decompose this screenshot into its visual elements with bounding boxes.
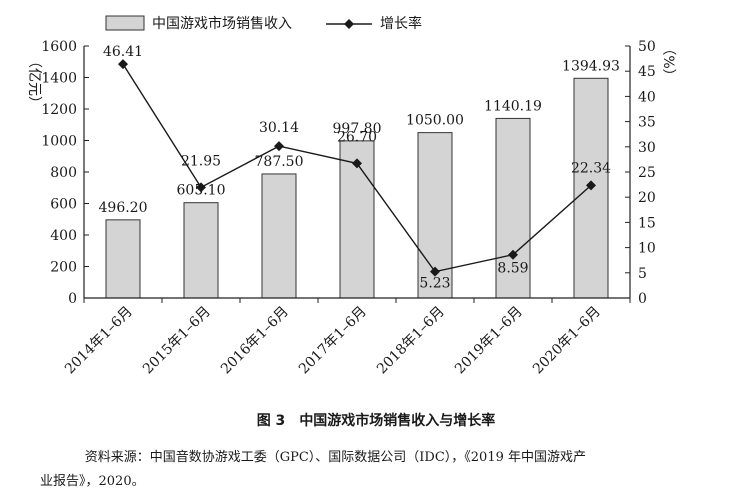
line-label-3: 30.14 <box>259 120 299 136</box>
x-tick-label-3: 2016年1–6月 <box>218 304 292 378</box>
bar-2 <box>183 202 219 299</box>
y2-tick-label-25: 25 <box>638 165 656 181</box>
y-tick-label-400: 400 <box>50 228 77 244</box>
y2-tick-label-20: 20 <box>638 190 656 206</box>
line-label-4: 26.70 <box>337 129 377 145</box>
bar-label-6: 1140.19 <box>484 98 542 114</box>
y-axis-label: （亿元） <box>26 54 42 110</box>
y-tick-label-1000: 1000 <box>41 134 77 150</box>
x-tick-label-1: 2014年1–6月 <box>62 304 136 378</box>
source-note-line-2: 业报告》，2020。 <box>40 474 145 489</box>
chart: 0 200 400 600 800 1000 1200 1400 1600 0 5 10 15 20 25 3… <box>26 15 676 378</box>
y2-tick-label-0: 0 <box>638 291 647 307</box>
y-tick-label-200: 200 <box>50 260 77 276</box>
bar-3 <box>261 173 297 299</box>
y2-tick-label-10: 10 <box>638 241 656 257</box>
x-tick-label-4: 2017年1–6月 <box>296 304 370 378</box>
legend-line-label: 增长率 <box>380 15 422 32</box>
y-tick-label-0: 0 <box>68 291 77 307</box>
y-tick-label-600: 600 <box>50 197 77 213</box>
legend-bar-swatch <box>105 15 145 31</box>
bar-label-7: 1394.93 <box>562 58 620 74</box>
bar-6 <box>495 117 531 299</box>
figure-title: 中国游戏市场销售收入与增长率 <box>299 413 496 429</box>
x-tick-label-6: 2019年1–6月 <box>452 304 526 378</box>
y2-axis-label: （%） <box>660 41 676 82</box>
y2-tick-label-15: 15 <box>638 215 656 231</box>
x-tick-label-2: 2015年1–6月 <box>140 304 214 378</box>
growth-point-2 <box>196 182 206 193</box>
source-note-line-1: 资料来源：中国音数协游戏工委（GPC）、国际数据公司（IDC），《2019 年中… <box>84 450 586 465</box>
growth-point-6 <box>508 249 518 260</box>
bar-label-5: 1050.00 <box>406 113 464 129</box>
growth-point-1 <box>118 59 128 70</box>
line-label-7: 22.34 <box>571 160 611 176</box>
bar-label-2: 605.10 <box>177 183 226 199</box>
x-tick-label-5: 2018年1–6月 <box>374 304 448 378</box>
bar-label-3: 787.50 <box>255 154 304 170</box>
x-tick-label-7: 2020年1–6月 <box>530 304 604 378</box>
legend-line-marker <box>344 19 354 29</box>
y2-tick-label-35: 35 <box>638 115 656 131</box>
y-tick-label-1200: 1200 <box>41 102 77 118</box>
legend-bar-label: 中国游戏市场销售收入 <box>152 15 292 32</box>
y-tick-label-1400: 1400 <box>41 71 77 87</box>
y-tick-label-800: 800 <box>50 165 77 181</box>
figure-caption: 图 3 中国游戏市场销售收入与增长率 <box>0 410 752 430</box>
bar-label-4: 997.80 <box>333 121 382 137</box>
y2-tick-label-45: 45 <box>638 64 656 80</box>
y2-tick-label-50: 50 <box>638 39 656 55</box>
bar-1 <box>105 219 141 299</box>
growth-point-5 <box>430 266 440 277</box>
line-label-5: 5.23 <box>419 276 450 292</box>
y-tick-label-1600: 1600 <box>41 39 77 55</box>
y2-tick-label-40: 40 <box>638 89 656 105</box>
line-label-2: 21.95 <box>181 153 221 169</box>
y2-tick-label-30: 30 <box>638 140 656 156</box>
growth-point-4 <box>352 158 362 169</box>
line-label-6: 8.59 <box>497 261 528 277</box>
growth-point-7 <box>586 180 596 191</box>
y2-tick-label-5: 5 <box>638 266 647 282</box>
line-label-1: 46.41 <box>103 44 143 60</box>
growth-point-3 <box>274 141 284 152</box>
figure-number: 图 3 <box>256 413 286 429</box>
bar-label-1: 496.20 <box>99 200 148 216</box>
